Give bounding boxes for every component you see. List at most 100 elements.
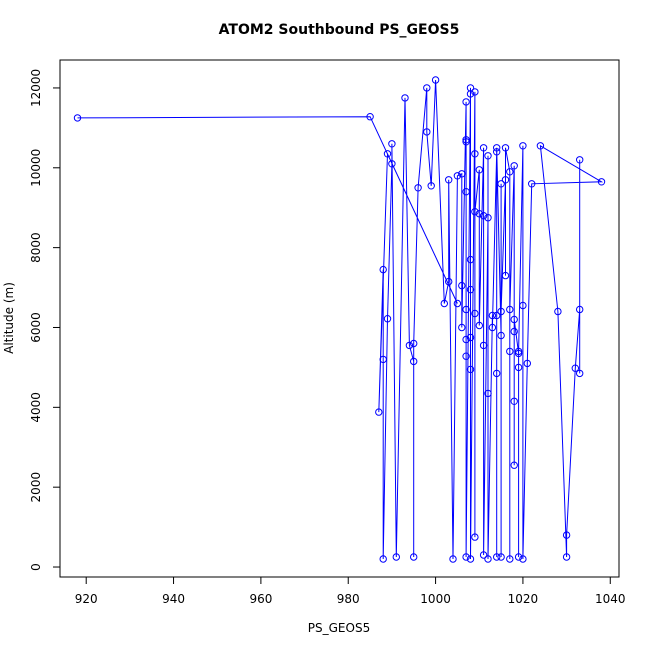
data-point [471,309,479,318]
data-point [506,555,514,563]
data-point [388,160,396,168]
x-tick-label: 960 [249,592,272,606]
x-tick-label: 940 [162,592,185,606]
data-point [471,533,479,541]
data-point [462,352,470,360]
y-tick-label: 6000 [29,312,43,343]
data-point [488,311,497,320]
data-point [466,333,475,342]
data-point [458,323,466,332]
data-point [597,178,606,186]
data-point [484,152,492,160]
y-axis: 0 2000 4000 6000 8000 10000 12000 [29,69,61,571]
y-tick-label: 12000 [29,69,43,107]
data-point [445,176,453,184]
data-point [519,555,527,563]
data-point [379,555,387,563]
series-line [77,79,604,560]
data-point [462,136,470,144]
y-axis-label: Altitude (m) [2,282,16,354]
data-point [458,170,466,178]
x-tick-label: 1000 [420,592,451,606]
data-point [484,389,492,398]
data-point [366,113,374,121]
y-tick-label: 4000 [29,392,43,423]
data-point [462,553,470,561]
data-point [479,341,488,350]
data-point [453,299,462,308]
data-point [466,285,475,294]
data-point [506,347,514,356]
data-point [514,363,523,372]
y-tick-label: 2000 [29,472,43,503]
data-point [484,555,492,563]
data-point [501,271,510,280]
data-point [445,277,453,286]
data-point [510,461,518,469]
data-point [427,182,435,190]
data-point [392,553,400,561]
data-point [479,551,488,559]
data-point [73,114,82,122]
data-point [423,128,431,136]
series-layer [73,76,606,563]
data-point [462,188,470,196]
data-point [493,553,501,561]
data-point [440,299,448,308]
data-point [519,301,527,310]
data-point [475,210,483,218]
data-point [562,531,571,539]
data-point [466,555,475,563]
data-point [466,255,475,264]
data-point [379,355,387,364]
data-point [471,150,479,158]
data-point [414,184,422,192]
data-point [493,311,501,320]
data-point [479,212,488,220]
data-point [510,397,518,405]
data-point [576,369,584,378]
data-point [510,315,518,324]
y-tick-label: 10000 [29,149,43,187]
data-point [497,180,505,188]
data-point [528,180,536,188]
data-point [383,315,392,323]
data-point [576,156,584,164]
data-point [405,341,414,350]
x-tick-label: 980 [337,592,360,606]
data-point [410,553,418,561]
data-point [514,347,523,356]
data-point [479,144,488,152]
data-point [576,305,584,314]
x-tick-label: 1020 [508,592,539,606]
data-point [431,76,440,84]
x-axis: 920 940 960 980 1000 1020 1040 [75,576,626,606]
data-point [493,369,501,378]
data-point [514,553,523,561]
data-point [458,281,466,290]
data-point [449,555,457,563]
data-point [462,98,470,106]
y-tick-label: 8000 [29,232,43,263]
data-point [571,364,579,372]
data-point [493,148,501,156]
x-axis-label: PS_GEOS5 [308,621,370,635]
data-point [554,307,562,316]
data-point [410,357,418,366]
data-point [383,150,392,158]
data-point [506,305,514,314]
data-point [514,349,523,358]
data-point [462,305,470,314]
data-point [410,339,418,348]
data-point [462,138,470,146]
data-point [375,408,383,416]
data-point [388,140,396,148]
data-point [475,166,483,174]
data-point [462,335,470,344]
data-point [506,168,514,176]
data-point [423,84,431,92]
data-point [501,176,510,184]
x-tick-label: 920 [75,592,98,606]
